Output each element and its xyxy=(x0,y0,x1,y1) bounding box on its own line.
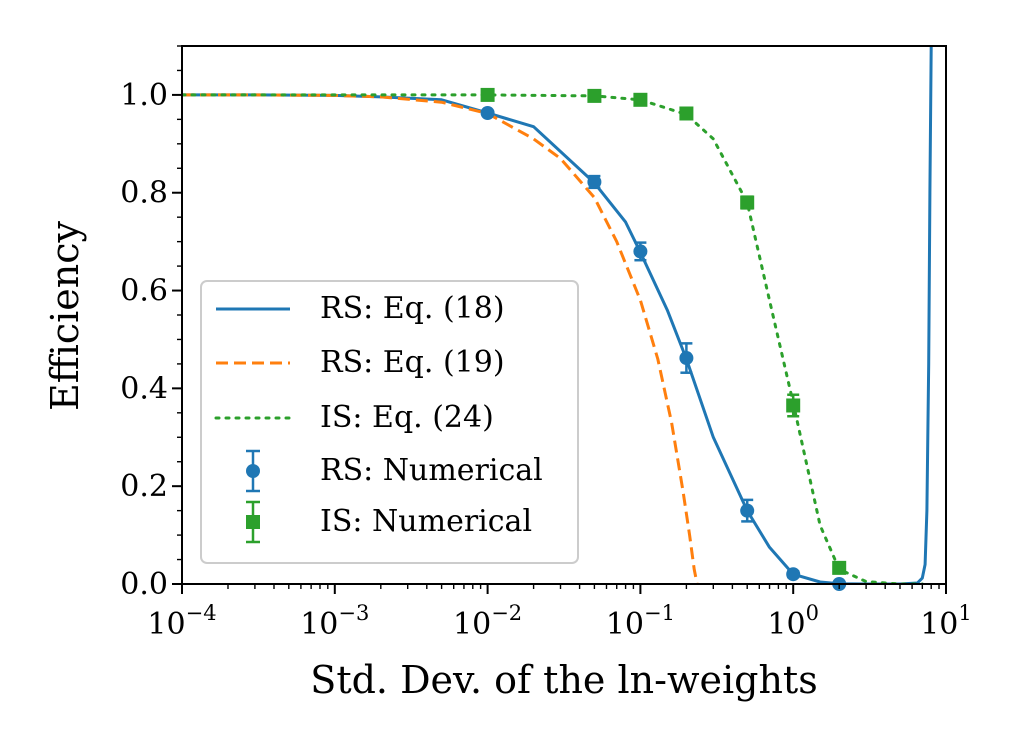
x-tick-label: 101 xyxy=(920,601,972,642)
legend-entry: RS: Numerical xyxy=(246,449,543,493)
square-marker xyxy=(786,398,801,413)
legend-label: IS: Eq. (24) xyxy=(320,400,494,435)
data-point xyxy=(633,92,648,107)
data-point xyxy=(786,567,801,582)
y-tick-label: 0.6 xyxy=(120,274,168,309)
legend-circle-marker xyxy=(246,464,260,478)
data-point xyxy=(587,88,602,103)
y-tick-label: 0.2 xyxy=(120,469,168,504)
square-marker xyxy=(480,87,495,102)
x-tick-label: 10−1 xyxy=(606,601,675,642)
x-axis-label: Std. Dev. of the ln-weights xyxy=(310,658,817,702)
square-marker xyxy=(587,88,602,103)
y-tick-label: 0.4 xyxy=(120,371,168,406)
data-point xyxy=(740,195,755,210)
data-point xyxy=(832,560,847,575)
square-marker xyxy=(740,195,755,210)
x-tick-label: 10−4 xyxy=(147,601,216,642)
circle-marker xyxy=(480,106,495,121)
legend: RS: Eq. (18) RS: Eq. (19) IS: Eq. (24) RS: … xyxy=(200,280,579,564)
data-point xyxy=(587,174,602,190)
plot-frame xyxy=(181,45,947,585)
circle-marker xyxy=(587,174,602,189)
data-point xyxy=(679,342,694,374)
y-tick-label: 0.8 xyxy=(120,176,168,211)
data-point xyxy=(480,87,495,102)
data-point xyxy=(679,106,694,121)
legend-entry: RS: Eq. (19) xyxy=(216,345,505,380)
legend-label: IS: Numerical xyxy=(320,504,532,539)
y-axis-label: Efficiency xyxy=(43,220,87,411)
x-tick-label: 10−3 xyxy=(300,601,369,642)
data-point xyxy=(480,106,495,121)
circle-marker xyxy=(679,351,694,366)
legend-entry: IS: Numerical xyxy=(246,500,532,544)
marker-layer xyxy=(480,87,847,591)
legend-box xyxy=(200,280,579,564)
data-point xyxy=(740,498,755,523)
y-tick-label: 1.0 xyxy=(120,78,168,113)
legend-entry: RS: Eq. (18) xyxy=(216,291,505,326)
x-tick-label: 10−2 xyxy=(453,601,522,642)
square-marker xyxy=(633,92,648,107)
legend-square-marker xyxy=(246,515,260,529)
circle-marker xyxy=(786,567,801,582)
circle-marker xyxy=(633,244,648,259)
series-line-2 xyxy=(182,93,924,584)
legend-label: RS: Eq. (18) xyxy=(320,291,505,326)
legend-label: RS: Eq. (19) xyxy=(320,345,505,380)
square-marker xyxy=(679,106,694,121)
legend-entry: IS: Eq. (24) xyxy=(214,400,494,435)
circle-marker xyxy=(740,503,755,518)
series-line-1 xyxy=(182,93,699,584)
x-tick-label: 100 xyxy=(767,601,819,642)
y-tick-label: 0.0 xyxy=(120,567,168,602)
data-point xyxy=(633,241,648,262)
square-marker xyxy=(832,560,847,575)
data-point xyxy=(786,393,801,418)
legend-label: RS: Numerical xyxy=(320,453,543,488)
